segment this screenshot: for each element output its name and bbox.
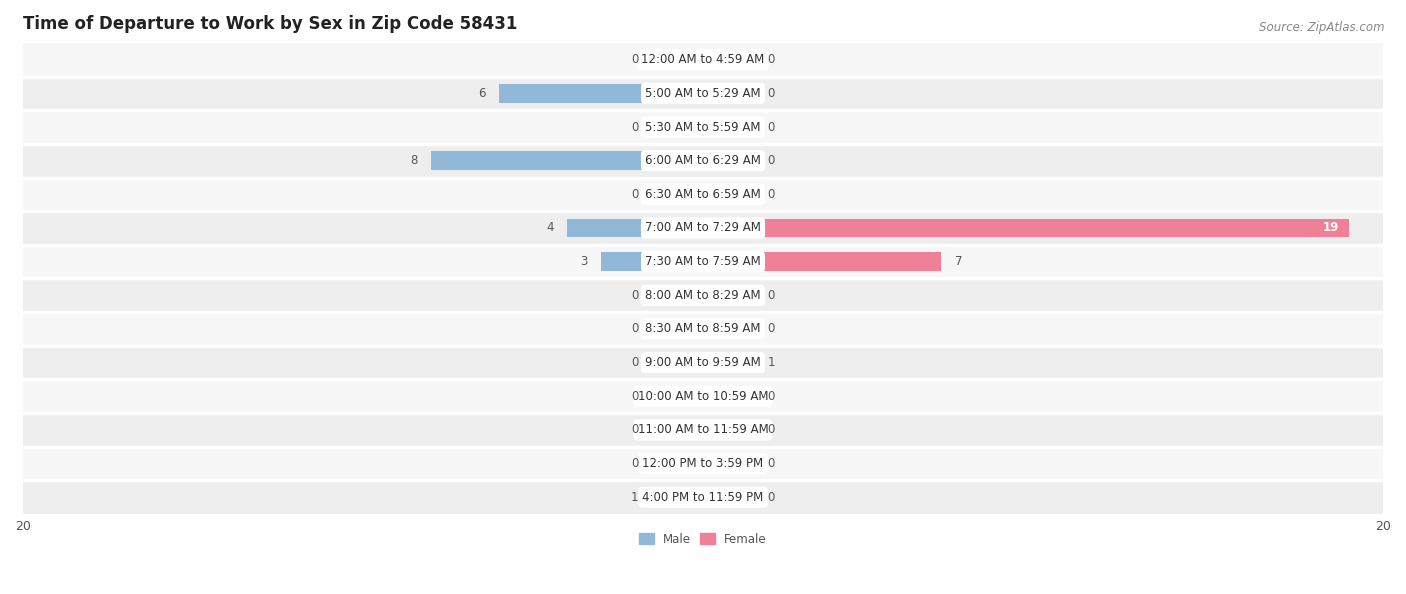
Text: 0: 0	[768, 491, 775, 504]
Bar	[22, 312, 1384, 346]
Text: 1: 1	[768, 356, 775, 369]
Bar	[652, 353, 703, 372]
Bar	[22, 279, 1384, 312]
Bar	[600, 252, 703, 271]
Bar	[703, 454, 754, 473]
Text: 0: 0	[631, 53, 638, 66]
Text: 0: 0	[631, 323, 638, 336]
Text: 5:30 AM to 5:59 AM: 5:30 AM to 5:59 AM	[645, 121, 761, 134]
Bar	[652, 185, 703, 204]
Text: 6:30 AM to 6:59 AM: 6:30 AM to 6:59 AM	[645, 188, 761, 201]
Text: 0: 0	[631, 356, 638, 369]
Legend: Male, Female: Male, Female	[634, 528, 772, 551]
Text: 19: 19	[1323, 222, 1339, 235]
Text: 8: 8	[411, 154, 418, 167]
Bar	[703, 151, 754, 170]
Text: 0: 0	[631, 424, 638, 437]
Bar	[652, 50, 703, 69]
Bar	[22, 144, 1384, 178]
Text: 8:30 AM to 8:59 AM: 8:30 AM to 8:59 AM	[645, 323, 761, 336]
Text: 10:00 AM to 10:59 AM: 10:00 AM to 10:59 AM	[638, 390, 768, 403]
Bar	[22, 77, 1384, 110]
Bar	[22, 211, 1384, 245]
Text: 0: 0	[768, 323, 775, 336]
Bar	[22, 447, 1384, 481]
Text: 7: 7	[955, 255, 962, 268]
Bar	[652, 421, 703, 439]
Bar	[703, 219, 1350, 237]
Text: 7:30 AM to 7:59 AM: 7:30 AM to 7:59 AM	[645, 255, 761, 268]
Text: 7:00 AM to 7:29 AM: 7:00 AM to 7:29 AM	[645, 222, 761, 235]
Bar	[22, 178, 1384, 211]
Text: 4:00 PM to 11:59 PM: 4:00 PM to 11:59 PM	[643, 491, 763, 504]
Text: 3: 3	[581, 255, 588, 268]
Text: 12:00 PM to 3:59 PM: 12:00 PM to 3:59 PM	[643, 457, 763, 470]
Bar	[652, 118, 703, 136]
Bar	[703, 353, 754, 372]
Bar	[703, 50, 754, 69]
Text: 0: 0	[768, 53, 775, 66]
Bar	[703, 320, 754, 338]
Text: 8:00 AM to 8:29 AM: 8:00 AM to 8:29 AM	[645, 289, 761, 302]
Text: 0: 0	[768, 154, 775, 167]
Text: 6:00 AM to 6:29 AM: 6:00 AM to 6:29 AM	[645, 154, 761, 167]
Bar	[22, 43, 1384, 77]
Text: 0: 0	[631, 121, 638, 134]
Text: 0: 0	[768, 390, 775, 403]
Bar	[703, 387, 754, 406]
Bar	[652, 454, 703, 473]
Text: 0: 0	[768, 188, 775, 201]
Bar	[652, 320, 703, 338]
Bar	[703, 185, 754, 204]
Text: 1: 1	[631, 491, 638, 504]
Bar	[703, 84, 754, 103]
Bar	[703, 252, 941, 271]
Text: 5:00 AM to 5:29 AM: 5:00 AM to 5:29 AM	[645, 87, 761, 100]
Text: 0: 0	[631, 457, 638, 470]
Bar	[22, 413, 1384, 447]
Text: 0: 0	[768, 457, 775, 470]
Bar	[22, 245, 1384, 279]
Text: 0: 0	[631, 188, 638, 201]
Bar	[22, 481, 1384, 514]
Text: 0: 0	[631, 390, 638, 403]
Bar	[22, 346, 1384, 380]
Bar	[703, 421, 754, 439]
Text: 4: 4	[546, 222, 554, 235]
Bar	[567, 219, 703, 237]
Text: 12:00 AM to 4:59 AM: 12:00 AM to 4:59 AM	[641, 53, 765, 66]
Bar	[652, 387, 703, 406]
Bar	[22, 110, 1384, 144]
Bar	[499, 84, 703, 103]
Bar	[432, 151, 703, 170]
Text: 11:00 AM to 11:59 AM: 11:00 AM to 11:59 AM	[638, 424, 768, 437]
Text: 0: 0	[631, 289, 638, 302]
Text: 0: 0	[768, 289, 775, 302]
Bar	[703, 118, 754, 136]
Text: 0: 0	[768, 87, 775, 100]
Bar	[22, 380, 1384, 413]
Text: 0: 0	[768, 424, 775, 437]
Bar	[652, 488, 703, 507]
Text: Source: ZipAtlas.com: Source: ZipAtlas.com	[1260, 21, 1385, 34]
Bar	[652, 286, 703, 305]
Text: 6: 6	[478, 87, 485, 100]
Text: 9:00 AM to 9:59 AM: 9:00 AM to 9:59 AM	[645, 356, 761, 369]
Bar	[703, 488, 754, 507]
Bar	[703, 286, 754, 305]
Text: Time of Departure to Work by Sex in Zip Code 58431: Time of Departure to Work by Sex in Zip …	[22, 15, 517, 33]
Text: 0: 0	[768, 121, 775, 134]
